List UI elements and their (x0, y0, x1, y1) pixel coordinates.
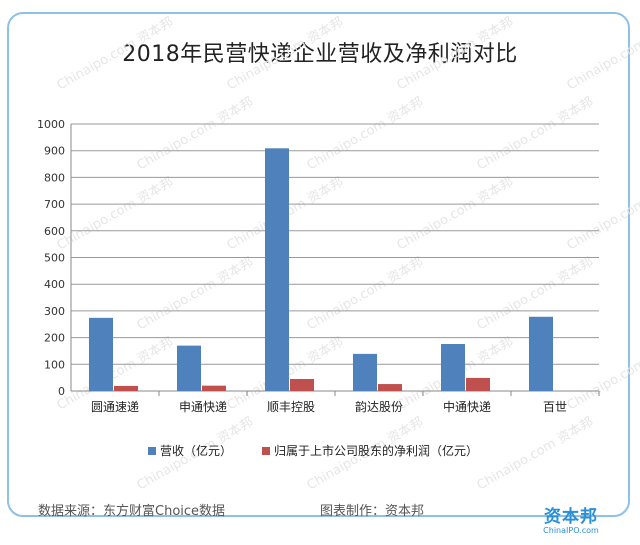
net-profit-bar (378, 384, 402, 391)
net-profit-bar (202, 385, 226, 391)
net-profit-bar (114, 385, 138, 391)
watermark-text: Chinaipo.com 资本邦 (565, 15, 640, 94)
y-tick-label: 1000 (37, 118, 65, 131)
y-tick-label: 600 (44, 225, 65, 238)
revenue-bar (265, 148, 289, 391)
watermark-text: Chinaipo.com 资本邦 (395, 15, 517, 94)
watermark-text: Chinaipo.com 资本邦 (135, 95, 257, 174)
watermark-text: Chinaipo.com 资本邦 (135, 255, 257, 334)
x-category-label: 中通快递 (443, 399, 491, 414)
net-profit-bar (466, 377, 490, 391)
watermark-text: Chinaipo.com 资本邦 (225, 15, 347, 94)
watermark-text: Chinaipo.com 资本邦 (565, 335, 640, 414)
watermark-text: Chinaipo.com 资本邦 (565, 175, 640, 254)
watermark-text: Chinaipo.com 资本邦 (305, 95, 427, 174)
legend-label: 营收（亿元） (160, 443, 232, 458)
watermark-text: Chinaipo.com 资本邦 (395, 175, 517, 254)
y-tick-label: 0 (58, 385, 65, 398)
y-tick-label: 700 (44, 198, 65, 211)
y-tick-label: 300 (44, 305, 65, 318)
watermark-text: Chinaipo.com 资本邦 (475, 95, 597, 174)
x-category-label: 申通快递 (179, 400, 227, 414)
chart-card (7, 12, 630, 517)
revenue-bar (177, 345, 201, 391)
watermark-text: Chinaipo.com 资本邦 (475, 415, 597, 494)
y-tick-label: 800 (44, 171, 65, 184)
y-tick-label: 100 (44, 358, 65, 371)
x-category-label: 百世 (543, 400, 567, 414)
net-profit-bar (290, 378, 314, 391)
revenue-bar (89, 317, 113, 391)
revenue-bar (353, 353, 377, 391)
watermark-text: Chinaipo.com 资本邦 (55, 15, 177, 94)
brand-logo: 资本邦 ChinaIPO.com (535, 508, 607, 536)
y-tick-label: 400 (44, 278, 65, 291)
revenue-bar (441, 344, 465, 391)
legend-swatch (262, 447, 270, 455)
watermark-text: Chinaipo.com 资本邦 (55, 175, 177, 254)
x-category-label: 顺丰控股 (267, 400, 315, 414)
data-source-label: 数据来源：东方财富Choice数据 (38, 504, 226, 519)
x-category-label: 韵达股份 (355, 399, 403, 414)
logo-text: 资本邦 (544, 507, 598, 527)
chart-maker-label: 图表制作：资本邦 (320, 504, 425, 519)
x-category-label: 圆通速递 (91, 400, 139, 414)
y-tick-label: 500 (44, 252, 65, 265)
logo-subtext: ChinaIPO.com (543, 526, 599, 535)
y-tick-label: 900 (44, 145, 65, 158)
watermark-text: Chinaipo.com 资本邦 (305, 255, 427, 334)
legend-swatch (148, 447, 156, 455)
chart-title: 2018年民营快递企业营收及净利润对比 (122, 42, 518, 67)
y-tick-label: 200 (44, 332, 65, 345)
revenue-bar (529, 316, 553, 391)
legend-label: 归属于上市公司股东的净利润（亿元） (274, 443, 478, 458)
